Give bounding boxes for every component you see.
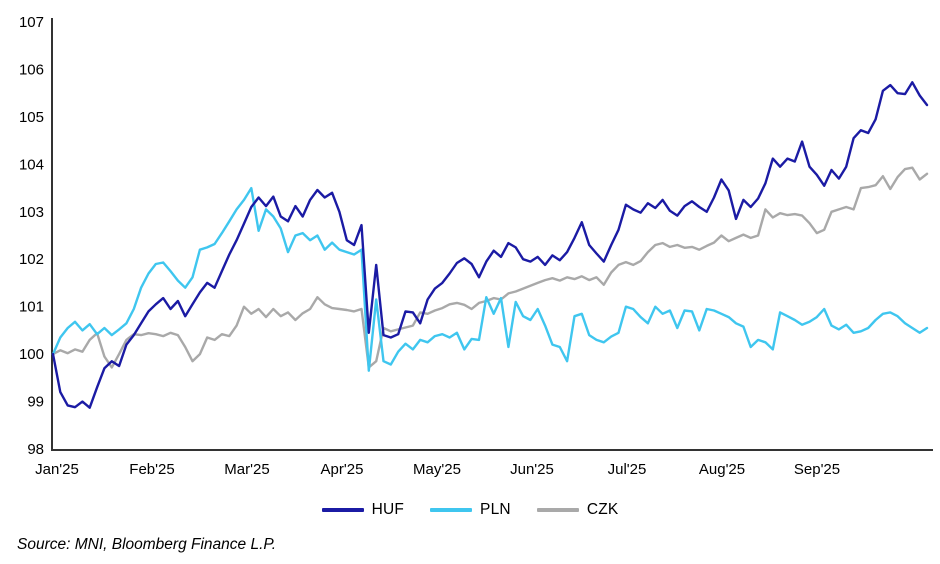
series-line-pln: [51, 186, 929, 372]
x-tick-label: Apr'25: [321, 461, 364, 478]
legend-item-czk: CZK: [536, 501, 619, 519]
legend-label-huf: HUF: [371, 501, 405, 518]
chart-canvas: 98 99 100 101 102 103 104 105 106 107 Jan'25 Feb'25…: [19, 14, 933, 478]
x-tick-label: Jul'25: [608, 461, 647, 478]
legend-item-huf: HUF: [321, 501, 405, 519]
x-tick-label: Sep'25: [794, 461, 840, 478]
x-tick-label: Mar'25: [224, 461, 269, 478]
x-tick-label: Aug'25: [699, 461, 745, 478]
y-tick-label: 99: [27, 394, 44, 411]
y-tick-label: 98: [27, 441, 44, 458]
series-line-czk: [51, 166, 929, 369]
pln-line-swatch-icon: [430, 508, 473, 512]
huf-line-swatch-icon: [321, 508, 364, 512]
y-tick-label: 103: [19, 204, 44, 221]
legend-label-czk: CZK: [586, 501, 619, 518]
x-tick-label: Jan'25: [35, 461, 79, 478]
czk-line-swatch-icon: [536, 508, 579, 512]
legend-item-pln: PLN: [430, 501, 511, 519]
source-note: Source: MNI, Bloomberg Finance L.P.: [17, 536, 277, 553]
x-tick-label: Jun'25: [510, 461, 554, 478]
legend-label-pln: PLN: [480, 501, 511, 518]
y-tick-label: 104: [19, 156, 44, 173]
y-tick-label: 105: [19, 109, 44, 126]
x-tick-label: May'25: [413, 461, 461, 478]
y-tick-label: 100: [19, 346, 44, 363]
y-tick-label: 101: [19, 299, 44, 316]
series-line-huf: [51, 81, 929, 409]
y-tick-label: 102: [19, 251, 44, 268]
x-tick-label: Feb'25: [129, 461, 174, 478]
y-tick-label: 106: [19, 61, 44, 78]
y-tick-label: 107: [19, 14, 44, 31]
chart-legend: HUF PLN CZK: [0, 501, 940, 519]
